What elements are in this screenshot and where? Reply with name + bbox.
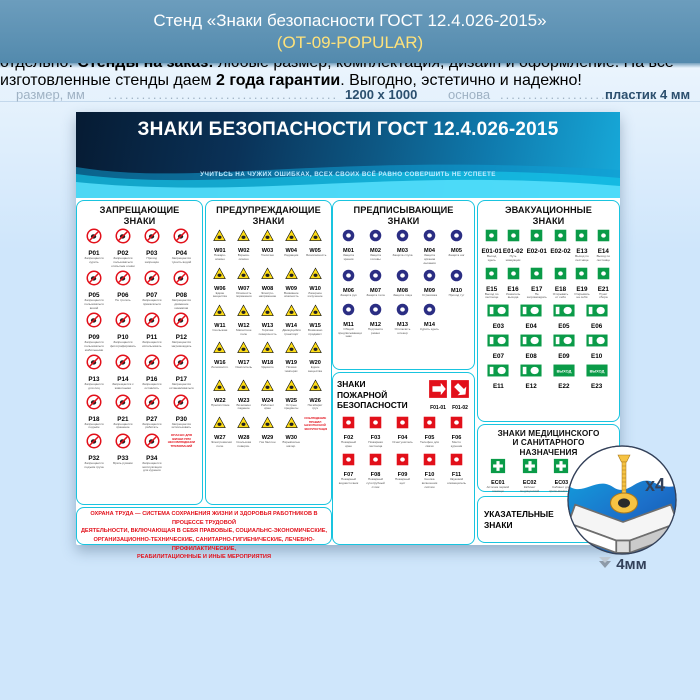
svg-text:ВЫХОД: ВЫХОД: [589, 368, 604, 373]
svg-text:x4: x4: [645, 475, 665, 495]
svg-text:ВЫХОД: ВЫХОД: [556, 368, 571, 373]
